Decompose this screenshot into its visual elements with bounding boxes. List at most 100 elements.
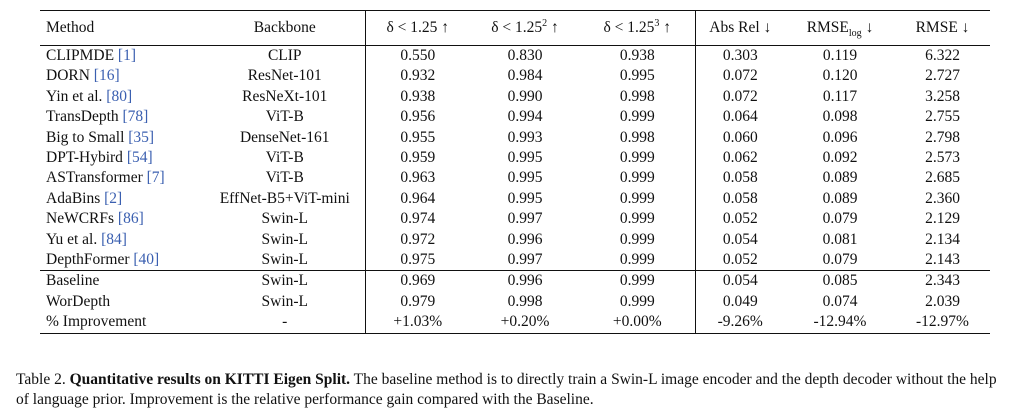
header-delta2: δ < 1.252 ↑ — [470, 10, 580, 46]
citation-link[interactable]: [78] — [122, 108, 149, 126]
backbone-cell: ViT-B — [205, 107, 366, 128]
header-rmselog-text: RMSE — [806, 19, 849, 36]
table-row: Yu et al. [84] Swin-L 0.972 0.996 0.999 0.054… — [40, 229, 990, 251]
table-row: Big to Small [35] DenseNet-161 0.955 0.993 0… — [40, 127, 990, 149]
absrel-cell: -9.26% — [695, 312, 785, 334]
backbone-cell: Swin-L — [205, 250, 366, 271]
method-cell: Yin et al. [80] — [40, 87, 205, 107]
method-cell: TransDepth [78] — [40, 107, 205, 127]
d2-cell: 0.994 — [507, 108, 543, 126]
d1-cell: 0.955 — [400, 128, 436, 146]
citation-link[interactable]: [54] — [126, 149, 153, 167]
backbone-cell: ViT-B — [205, 148, 366, 169]
d3-cell: 0.999 — [580, 229, 696, 251]
method-cell: NeWCRFs [86] — [40, 209, 205, 229]
citation-link[interactable]: [35] — [128, 128, 155, 146]
rmse-cell: 2.727 — [925, 67, 960, 85]
d3-cell: 0.999 — [580, 107, 696, 128]
table-row: Baseline Swin-L 0.969 0.996 0.999 0.054 0.085 2… — [40, 270, 990, 292]
table-row: NeWCRFs [86] Swin-L 0.974 0.997 0.999 0.052 0.… — [40, 209, 990, 230]
rmse-cell: 2.134 — [925, 230, 960, 248]
method-name: Yin et al. — [46, 87, 103, 105]
method-name: AdaBins — [46, 189, 101, 207]
rmselog-cell: 0.079 — [822, 210, 858, 228]
caption-text: The baseline method is to directly train… — [16, 371, 997, 408]
absrel-cell: 0.054 — [695, 270, 785, 292]
method-cell: Big to Small [35] — [40, 128, 205, 148]
backbone-cell: ResNet-101 — [205, 66, 366, 87]
header-delta3-text: δ < 1.25 — [603, 19, 655, 36]
method-cell: AdaBins [2] — [40, 189, 205, 209]
citation-link[interactable]: [86] — [117, 210, 144, 228]
d3-cell: 0.999 — [580, 250, 696, 271]
table-row: % Improvement - +1.03% +0.20% +0.00% -9.26% -1… — [40, 312, 990, 334]
method-name: ASTransformer — [46, 169, 143, 187]
method-cell: CLIPMDE [1] — [40, 46, 205, 67]
rmse-cell: 2.573 — [925, 149, 960, 167]
absrel-cell: 0.072 — [722, 87, 758, 105]
d3-cell: +0.00% — [580, 312, 696, 334]
d3-cell: 0.998 — [580, 86, 696, 108]
backbone-cell: DenseNet-161 — [205, 127, 366, 149]
header-rmselog: RMSElog ↓ — [785, 10, 895, 46]
citation-link[interactable]: [40] — [133, 251, 160, 269]
d1-cell: 0.974 — [400, 210, 436, 228]
rmse-cell: 2.143 — [925, 251, 960, 269]
header-rmse: RMSE ↓ — [895, 10, 990, 46]
d2-cell: 0.984 — [507, 67, 543, 85]
d1-cell: 0.963 — [400, 169, 436, 187]
absrel-cell: 0.060 — [722, 128, 758, 146]
absrel-cell: 0.052 — [722, 210, 758, 228]
results-bottom: Baseline Swin-L 0.969 0.996 0.999 0.054 0.085 2… — [40, 270, 990, 334]
header-method: Method — [40, 10, 205, 46]
table-row: AdaBins [2] EffNet-B5+ViT-mini 0.964 0.995 0… — [40, 188, 990, 210]
rmselog-cell: 0.119 — [822, 47, 858, 64]
d2-cell: 0.998 — [507, 292, 543, 310]
results-body: CLIPMDE [1] CLIP 0.550 0.830 0.938 0.303 0.119… — [40, 45, 990, 271]
rmse-cell: 2.755 — [925, 108, 960, 126]
d2-cell: 0.997 — [507, 210, 543, 228]
d2-cell: 0.997 — [507, 251, 543, 269]
citation-link[interactable]: [16] — [93, 67, 120, 85]
method-name: NeWCRFs — [46, 210, 115, 228]
rmse-cell: 3.258 — [925, 87, 960, 105]
d2-cell: 0.830 — [507, 47, 543, 64]
d3-cell: 0.938 — [580, 45, 696, 67]
header-backbone: Backbone — [205, 10, 366, 46]
d3-cell: 0.999 — [580, 291, 696, 313]
d1-cell: 0.956 — [400, 108, 436, 126]
method-name: CLIPMDE — [46, 47, 115, 64]
table-caption: Table 2. Quantitative results on KITTI E… — [16, 370, 1011, 410]
citation-link[interactable]: [1] — [117, 47, 136, 64]
backbone-cell: - — [205, 312, 366, 334]
rmse-cell: 2.129 — [925, 210, 960, 228]
header-delta3: δ < 1.253 ↑ — [580, 10, 696, 46]
rmselog-cell: 0.081 — [822, 230, 858, 248]
table-row: DepthFormer [40] Swin-L 0.975 0.997 0.999 0.0… — [40, 250, 990, 271]
method-name: DepthFormer — [46, 251, 130, 269]
table-row: DORN [16] ResNet-101 0.932 0.984 0.995 0.072 0… — [40, 66, 990, 87]
d1-cell: 0.964 — [400, 189, 436, 207]
table-row: WorDepth Swin-L 0.979 0.998 0.999 0.049 0.074 2… — [40, 291, 990, 313]
citation-link[interactable]: [7] — [146, 169, 165, 187]
backbone-cell: ViT-B — [205, 168, 366, 189]
method-cell: DepthFormer [40] — [40, 250, 205, 271]
citation-link[interactable]: [80] — [106, 87, 133, 105]
citation-link[interactable]: [84] — [101, 230, 127, 248]
citation-link[interactable]: [2] — [104, 189, 123, 207]
method-cell: % Improvement — [40, 312, 205, 334]
absrel-cell: 0.303 — [722, 47, 758, 64]
method-cell: DPT-Hybird [54] — [40, 148, 205, 168]
rmselog-cell: 0.089 — [822, 169, 858, 187]
absrel-cell: 0.058 — [722, 189, 758, 207]
header-rmselog-arrow: ↓ — [861, 19, 874, 36]
rmse-cell: 2.798 — [925, 128, 960, 146]
method-name: Big to Small — [46, 128, 125, 146]
d2-cell: 0.996 — [470, 270, 580, 292]
header-delta2-arrow: ↑ — [547, 19, 559, 36]
rmselog-cell: 0.085 — [785, 270, 895, 292]
rmselog-cell: 0.089 — [822, 189, 858, 207]
method-name: DORN — [46, 67, 90, 85]
d3-cell: 0.999 — [580, 270, 696, 292]
